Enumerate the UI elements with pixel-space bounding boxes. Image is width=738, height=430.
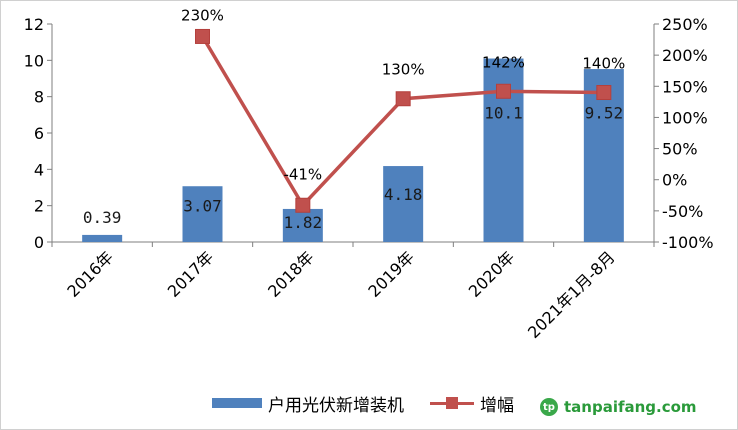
line-data-label: 142% [482,53,525,71]
legend-bar-label: 户用光伏新增装机 [268,395,404,416]
y-right-tick-label: 100% [662,108,708,127]
line-data-label: 130% [382,61,425,79]
line-data-label: 230% [181,6,224,24]
bar-data-label: 1.82 [284,213,323,232]
line-point-marker [496,83,511,99]
y-right-tick-label: 50% [662,140,698,159]
watermark: tp tanpaifang.com [540,398,697,416]
y-left-tick-label: 4 [34,160,44,179]
y-right-tick-label: 250% [662,15,708,34]
y-right-tick-label: 200% [662,46,708,65]
y-right-tick-label: 150% [662,77,708,96]
x-tick-label: 2018年 [264,247,318,301]
legend-bar-swatch [212,398,262,408]
bar [182,186,223,242]
bar [82,234,123,242]
y-left-tick-label: 6 [34,124,44,143]
bar [383,166,424,242]
y-left-tick-label: 8 [34,88,44,107]
legend-line-swatch [430,396,474,410]
line-data-label: -41% [283,165,322,183]
bar-data-label: 4.18 [384,185,423,204]
bar-data-label: 10.1 [484,103,523,122]
y-right-tick-label: -100% [662,233,714,252]
x-tick-label: 2021年1月-8月 [524,247,619,342]
y-left-tick-label: 12 [24,15,44,34]
y-right-tick-label: -50% [662,202,703,221]
line-point-marker [596,85,612,101]
watermark-text: tanpaifang.com [564,398,697,416]
bar-data-label: 0.39 [83,208,122,227]
y-right-tick-label: 0% [662,171,687,190]
y-left-tick-label: 2 [34,197,44,216]
y-left-tick-label: 0 [34,233,44,252]
legend: 户用光伏新增装机 增幅 [212,391,540,416]
y-left-tick-label: 10 [24,51,44,70]
x-tick-label: 2017年 [164,247,218,301]
legend-square-marker-icon [446,397,458,409]
line-point-marker [295,197,311,213]
line-point-marker [395,91,411,107]
legend-item-bar: 户用光伏新增装机 [212,391,404,416]
watermark-logo-icon: tp [540,398,558,416]
bar-data-label: 9.52 [585,103,624,122]
line-data-label: 140% [582,55,625,73]
bar-data-label: 3.07 [183,196,222,215]
legend-item-line: 增幅 [430,391,514,416]
x-tick-label: 2016年 [63,247,117,301]
legend-line-label: 增幅 [480,395,514,416]
line-point-marker [195,28,210,44]
x-tick-label: 2019年 [364,247,418,301]
x-tick-label: 2020年 [465,247,519,301]
bar [282,208,323,242]
